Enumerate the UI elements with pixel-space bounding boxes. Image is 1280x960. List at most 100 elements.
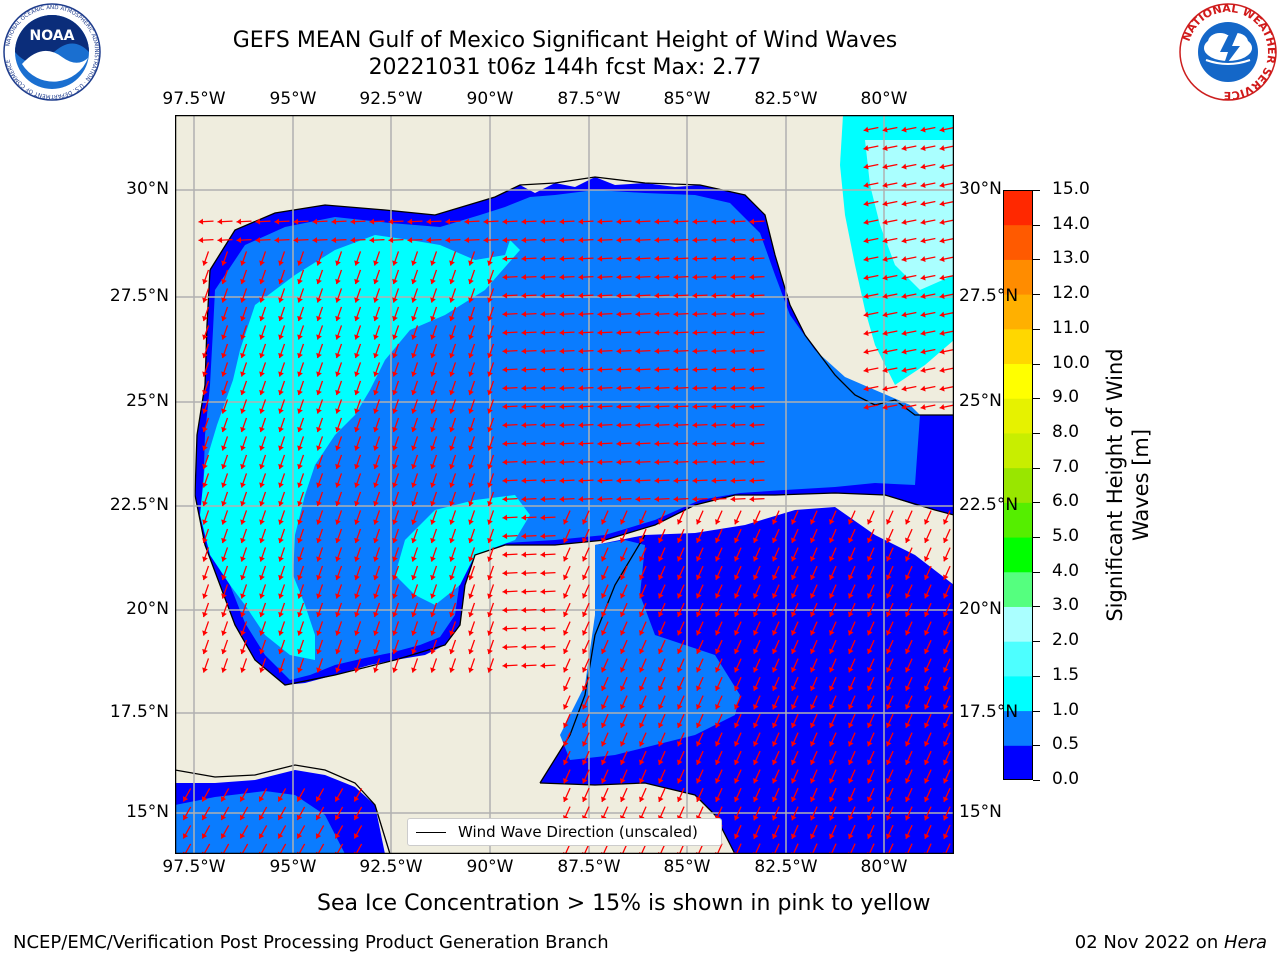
wave-vector-head <box>920 404 926 411</box>
wave-vector-head <box>221 593 227 599</box>
wave-vector-head <box>540 292 546 299</box>
wave-vector-head <box>730 366 736 373</box>
wave-vector-head <box>293 237 299 244</box>
wave-vector-head <box>848 611 854 617</box>
wave-vector-head <box>335 519 341 525</box>
wave-vector-head <box>753 667 759 673</box>
wave-vector-head <box>221 334 227 340</box>
wave-vector-head <box>791 648 797 654</box>
colorbar-band <box>1003 641 1033 677</box>
wave-vector-head <box>239 814 246 821</box>
lon-tick-bottom: 80°W <box>860 857 908 877</box>
wave-vector-head <box>772 833 778 839</box>
wave-vector-head <box>354 408 360 414</box>
wave-vector-head <box>468 611 474 618</box>
lat-tick-right: 25°N <box>959 391 1002 411</box>
wave-vector-head <box>411 574 417 581</box>
wave-vector-head <box>810 630 816 636</box>
wave-vector-head <box>749 311 755 318</box>
wave-vector-head <box>297 667 303 673</box>
wave-vector-head <box>601 574 607 580</box>
wave-vector-head <box>920 330 926 337</box>
wave-vector-head <box>905 722 911 728</box>
wave-vector-head <box>563 778 569 784</box>
wave-vector-head <box>578 496 584 503</box>
wave-vector-head <box>901 200 907 207</box>
wave-vector-head <box>863 182 869 189</box>
wave-vector-head <box>791 722 797 728</box>
wave-vector-head <box>521 607 527 614</box>
wave-vector-head <box>905 537 911 543</box>
wave-vector-head <box>430 593 436 599</box>
wave-vector-head <box>221 297 227 303</box>
wave-vector-head <box>677 759 683 765</box>
wave-vector-head <box>635 385 641 392</box>
wave-vector-head <box>202 315 208 322</box>
wave-vector-head <box>791 630 797 636</box>
map-frame <box>175 115 954 854</box>
wave-vector-head <box>848 741 854 747</box>
colorbar-label: Significant Height of Wind Waves [m] <box>1102 348 1154 621</box>
wave-vector-head <box>315 814 322 821</box>
wave-vector-head <box>696 667 702 673</box>
wave-vector-head <box>734 722 740 728</box>
wave-vector-head <box>392 389 398 396</box>
wave-vector-head <box>692 292 698 299</box>
wave-vector-head <box>316 556 322 562</box>
wave-vector-head <box>487 611 493 618</box>
wave-vector-head <box>620 574 626 580</box>
colorbar-tick-label: 10.0 <box>1052 352 1090 373</box>
wave-vector-head <box>810 667 816 673</box>
wave-vector-head <box>392 371 398 377</box>
wave-vector-head <box>316 593 322 599</box>
wave-vector-head <box>430 315 436 322</box>
wave-vector-head <box>924 556 930 562</box>
wave-vector-head <box>521 644 527 651</box>
wave-vector-head <box>468 315 474 322</box>
wave-vector-head <box>373 611 379 618</box>
colorbar-tick-mark <box>1033 363 1040 365</box>
wave-vector-head <box>730 477 736 484</box>
wave-vector-head <box>449 648 455 655</box>
wave-vector-head <box>259 500 265 507</box>
wave-vector-head <box>449 630 455 636</box>
wave-vector-head <box>886 537 892 543</box>
colorbar-tick-label: 0.0 <box>1052 769 1080 789</box>
wave-vector <box>184 843 192 854</box>
wave-vector-head <box>521 292 527 299</box>
wave-vector-head <box>924 611 930 617</box>
wave-vector-head <box>278 648 284 655</box>
wave-vector-head <box>392 334 398 340</box>
wave-vector-head <box>297 408 303 414</box>
lat-tick-right: 27.5°N <box>959 286 1019 306</box>
wave-vector-head <box>734 630 740 636</box>
colorbar-band <box>1003 328 1033 365</box>
wave-vector-head <box>829 685 835 691</box>
wave-vector-head <box>487 519 493 525</box>
wave-vector-head <box>939 330 945 337</box>
wave-vector-head <box>601 556 607 562</box>
wave-vector-head <box>240 648 246 655</box>
wave-vector-head <box>639 722 645 728</box>
wave-vector-head <box>521 311 527 318</box>
wave-vector-head <box>426 218 432 225</box>
wave-vector-head <box>673 292 679 299</box>
wave-vector-head <box>867 630 873 636</box>
wave-vector-head <box>677 574 683 580</box>
wave-vector-head <box>791 796 797 802</box>
wave-vector-head <box>749 218 755 225</box>
wave-vector-head <box>483 237 489 244</box>
wave-vector-head <box>487 408 493 414</box>
wave-vector-head <box>597 237 603 244</box>
wave-vector-head <box>654 329 660 336</box>
wave-vector-head <box>829 778 835 784</box>
wave-vector-head <box>278 537 284 544</box>
lon-tick-top: 82.5°W <box>754 89 818 109</box>
wave-vector-head <box>502 607 508 614</box>
wave-vector-head <box>578 218 584 225</box>
wave-vector-head <box>202 463 208 470</box>
colorbar-tick-mark <box>1033 571 1040 573</box>
wave-vector-head <box>863 145 869 152</box>
wave-vector-head <box>772 611 778 617</box>
wave-vector-head <box>829 574 835 580</box>
